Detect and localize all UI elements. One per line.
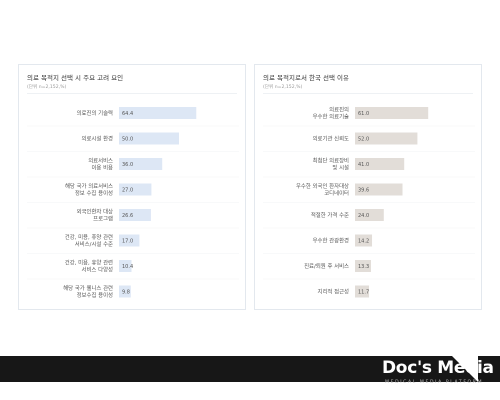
value-label: 13.3	[358, 264, 369, 270]
category-label: 정보수집 용이성	[77, 291, 113, 299]
category-label: 의료서비스	[88, 157, 113, 165]
category-label: 최첨단 의료장비	[313, 157, 349, 165]
value-label: 24.0	[358, 213, 369, 219]
category-label: 의료진의 기술력	[77, 109, 113, 117]
category-label: 의료진의	[329, 106, 349, 114]
bar	[119, 234, 140, 247]
category-label: 프로그램	[93, 216, 113, 223]
value-label: 61.0	[358, 111, 369, 117]
category-label: 정보 수집 용이성	[75, 189, 113, 197]
value-label: 14.2	[358, 238, 369, 244]
chart-unit-note: (단위 n=2,152,%)	[27, 85, 67, 90]
category-label: 우수한 관광환경	[313, 237, 349, 245]
title-divider	[263, 93, 473, 94]
category-label: 건강, 미용, 휴양 관련	[65, 233, 113, 241]
category-label: 우수한 의료기술	[313, 113, 349, 121]
footer-band	[0, 356, 500, 382]
category-label: 코디네이터	[324, 189, 349, 197]
value-label: 50.0	[122, 136, 133, 142]
bar	[355, 158, 405, 170]
value-label: 52.0	[358, 136, 369, 142]
bar	[119, 107, 197, 119]
chart-title: 의료 목적지 선택 시 주요 고려 요인	[27, 74, 124, 82]
bar	[119, 285, 131, 298]
category-label: 해당 국가 의료서비스	[65, 182, 113, 190]
footer-divider-shape	[452, 356, 478, 382]
category-label: 및 시설	[332, 164, 349, 172]
bar	[355, 209, 384, 221]
bar	[355, 260, 371, 272]
value-label: 10.4	[122, 264, 133, 270]
brand-logo: Doc's Media MEDICAL MEDIA PLATFORM	[382, 358, 500, 386]
bar	[355, 107, 429, 119]
bar	[355, 183, 403, 196]
bar	[119, 183, 152, 196]
value-label: 41.0	[358, 162, 369, 168]
chart-panel-korea-reasons: 의료 목적지로서 한국 선택 이유 (단위 n=2,152,%) 의료진의 우수한…	[254, 64, 482, 310]
bar	[119, 132, 179, 145]
category-label: 우수한 외국인 환자대상	[296, 182, 349, 190]
category-label: 진료/퇴원 후 서비스	[304, 262, 349, 270]
bar	[119, 158, 163, 170]
value-label: 36.0	[122, 162, 133, 168]
category-label: 서비스 다양성	[82, 266, 114, 274]
category-label: 적절한 가격 수준	[311, 211, 349, 219]
value-label: 9.8	[122, 289, 130, 295]
value-label: 27.0	[122, 187, 133, 193]
title-divider	[27, 93, 237, 94]
value-label: 17.0	[122, 238, 133, 244]
value-label: 39.6	[358, 187, 369, 193]
category-label: 서비스/시설 수준	[75, 240, 113, 248]
category-label: 이용 비용	[91, 164, 113, 172]
category-label: 의료시설 환경	[82, 135, 114, 143]
chart-title: 의료 목적지로서 한국 선택 이유	[263, 74, 350, 82]
category-label: 외국인환자 대상	[77, 208, 113, 216]
chart-unit-note: (단위 n=2,152,%)	[263, 85, 303, 90]
category-label: 의료기관 신뢰도	[313, 135, 349, 143]
value-label: 11.7	[358, 289, 369, 295]
bar	[119, 260, 132, 272]
brand-tagline: MEDICAL MEDIA PLATFORM	[385, 380, 484, 385]
category-label: 지리적 접근성	[318, 288, 350, 296]
bar	[355, 234, 373, 247]
chart-panel-consideration-factors: 의료 목적지 선택 시 주요 고려 요인 (단위 n=2,152,%) 의료진의…	[18, 64, 246, 310]
category-label: 건강, 미용, 휴양 관련	[65, 259, 113, 267]
value-label: 64.4	[122, 111, 133, 117]
bar	[355, 132, 418, 145]
value-label: 26.6	[122, 213, 133, 219]
brand-name: Doc's Media	[382, 358, 494, 378]
bar	[119, 209, 151, 221]
bar	[355, 285, 370, 298]
category-label: 해당 국가 웰니스 관련	[63, 284, 113, 292]
